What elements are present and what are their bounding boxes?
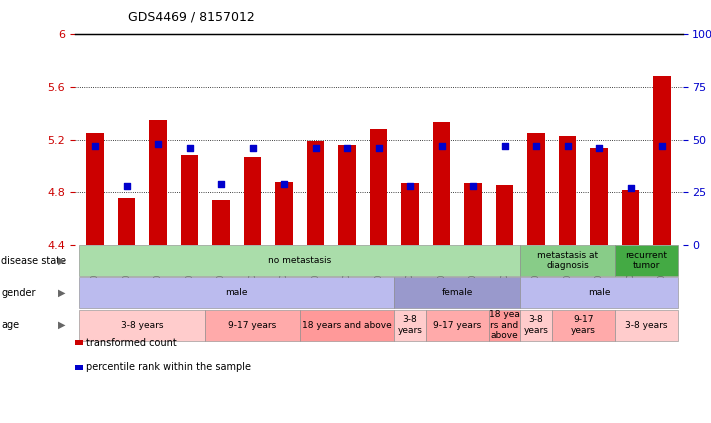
Text: 9-17
years: 9-17 years: [571, 316, 596, 335]
Text: age: age: [1, 320, 19, 330]
Bar: [402, 183, 419, 245]
Point: [562, 143, 573, 149]
Text: male: male: [588, 288, 610, 297]
Bar: [433, 122, 450, 245]
Bar: [622, 190, 639, 245]
Point: [215, 181, 227, 187]
Bar: [590, 148, 608, 245]
Text: 18 years and above: 18 years and above: [302, 321, 392, 330]
Point: [530, 143, 542, 149]
Text: 3-8 years: 3-8 years: [121, 321, 164, 330]
Text: disease state: disease state: [1, 256, 67, 266]
Point: [90, 143, 101, 149]
Text: gender: gender: [1, 288, 36, 298]
Bar: [464, 183, 482, 245]
Bar: [653, 76, 670, 245]
Text: ▶: ▶: [58, 320, 65, 330]
Bar: [149, 120, 167, 245]
Text: ▶: ▶: [58, 288, 65, 298]
Text: 3-8
years: 3-8 years: [397, 316, 422, 335]
Point: [436, 143, 447, 149]
Bar: [559, 136, 576, 245]
Text: percentile rank within the sample: percentile rank within the sample: [86, 362, 251, 372]
Bar: [213, 201, 230, 245]
Text: 9-17 years: 9-17 years: [433, 321, 481, 330]
Point: [373, 145, 385, 151]
Bar: [118, 198, 135, 245]
Bar: [307, 141, 324, 245]
Text: metastasis at
diagnosis: metastasis at diagnosis: [537, 251, 598, 270]
Point: [499, 143, 510, 149]
Text: ▶: ▶: [58, 256, 65, 266]
Point: [341, 145, 353, 151]
Bar: [181, 156, 198, 245]
Bar: [275, 182, 293, 245]
Text: GDS4469 / 8157012: GDS4469 / 8157012: [128, 11, 255, 24]
Point: [121, 183, 132, 190]
Bar: [338, 145, 356, 245]
Bar: [496, 184, 513, 245]
Text: 3-8
years: 3-8 years: [524, 316, 548, 335]
Point: [279, 181, 290, 187]
Bar: [370, 129, 387, 245]
Point: [467, 183, 479, 190]
Bar: [87, 133, 104, 245]
Text: no metastasis: no metastasis: [268, 256, 331, 265]
Text: transformed count: transformed count: [86, 338, 177, 348]
Point: [310, 145, 321, 151]
Text: 9-17 years: 9-17 years: [228, 321, 277, 330]
Point: [625, 185, 636, 192]
Point: [247, 145, 258, 151]
Point: [152, 140, 164, 147]
Point: [656, 143, 668, 149]
Point: [594, 145, 605, 151]
Text: female: female: [442, 288, 473, 297]
Text: recurrent
tumor: recurrent tumor: [626, 251, 668, 270]
Bar: [528, 133, 545, 245]
Bar: [244, 157, 261, 245]
Text: 3-8 years: 3-8 years: [625, 321, 668, 330]
Point: [184, 145, 196, 151]
Text: 18 yea
rs and
above: 18 yea rs and above: [489, 310, 520, 340]
Text: male: male: [225, 288, 248, 297]
Point: [405, 183, 416, 190]
